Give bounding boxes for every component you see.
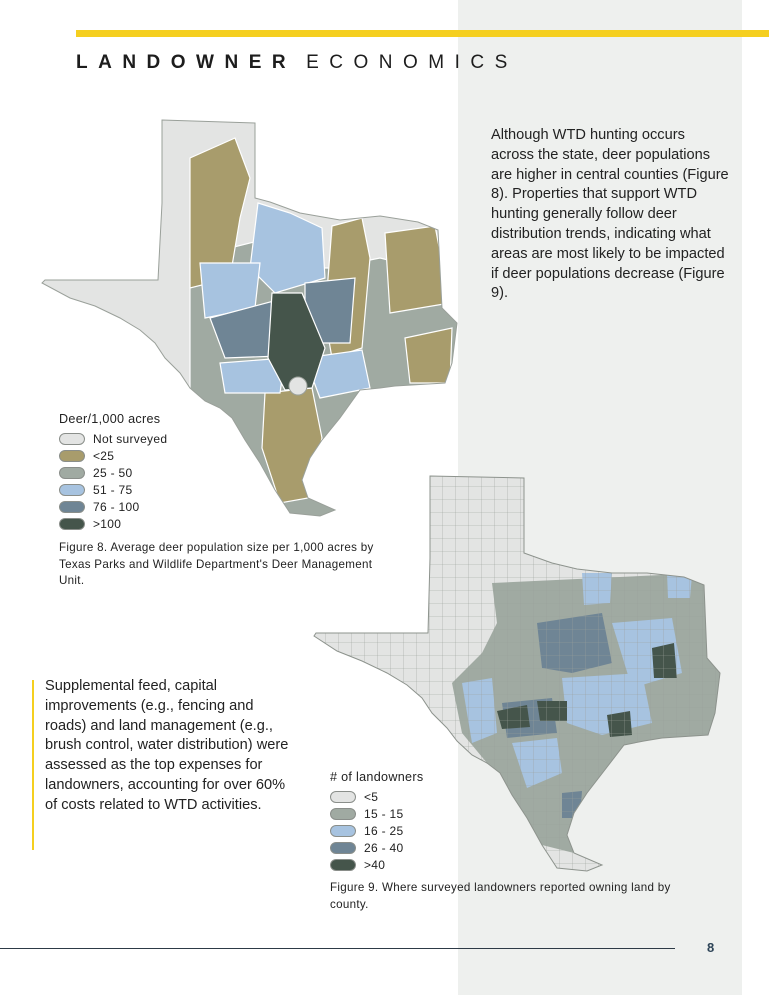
legend-item: 15 - 15 (330, 805, 423, 822)
legend-swatch (59, 466, 85, 479)
legend-label: 51 - 75 (93, 482, 133, 497)
page-title-light: ECONOMICS (306, 52, 518, 73)
legend-item: <25 (59, 447, 167, 464)
legend-item: >100 (59, 515, 167, 532)
figure8-caption: Figure 8. Average deer population size p… (59, 541, 374, 587)
deer-density-map (41, 119, 458, 517)
legend-label: 76 - 100 (93, 499, 140, 514)
legend-label: 25 - 50 (93, 465, 133, 480)
footer-rule (0, 948, 675, 949)
page-title: LANDOWNER ECONOMICS (76, 52, 518, 74)
legend-item: 26 - 40 (330, 839, 423, 856)
figure9-caption: Figure 9. Where surveyed landowners repo… (330, 881, 671, 911)
legend-swatch (59, 432, 85, 445)
page-number: 8 (707, 940, 715, 955)
expenses-paragraph: Supplemental feed, capital improvements … (45, 678, 289, 813)
quote-accent-bar (32, 680, 34, 850)
figure8-legend: Deer/1,000 acres Not surveyed <25 25 - 5… (59, 412, 167, 532)
legend-item: 25 - 50 (59, 464, 167, 481)
figure9-legend: # of landowners <5 15 - 15 16 - 25 26 - … (330, 770, 423, 873)
legend-swatch (330, 858, 356, 871)
legend-label: 15 - 15 (364, 806, 404, 821)
accent-bar (76, 30, 769, 37)
legend-item: 76 - 100 (59, 498, 167, 515)
legend-swatch (330, 841, 356, 854)
figure9-legend-title: # of landowners (330, 770, 424, 784)
legend-label: <5 (364, 789, 379, 804)
legend-label: 26 - 40 (364, 840, 404, 855)
legend-swatch (330, 824, 356, 837)
legend-label: <25 (93, 448, 115, 463)
legend-swatch (59, 517, 85, 530)
legend-swatch (330, 807, 356, 820)
legend-item: 51 - 75 (59, 481, 167, 498)
legend-swatch (59, 483, 85, 496)
legend-item: >40 (330, 856, 423, 873)
legend-swatch (59, 449, 85, 462)
legend-label: >100 (93, 516, 122, 531)
legend-item: <5 (330, 788, 423, 805)
legend-swatch (330, 790, 356, 803)
legend-item: 16 - 25 (330, 822, 423, 839)
landowner-county-map (313, 475, 721, 872)
legend-label: >40 (364, 857, 386, 872)
legend-item: Not surveyed (59, 430, 167, 447)
page-title-bold: LANDOWNER (76, 52, 297, 73)
legend-swatch (59, 500, 85, 513)
legend-label: 16 - 25 (364, 823, 404, 838)
figure8-legend-title: Deer/1,000 acres (59, 412, 161, 426)
legend-label: Not surveyed (93, 431, 168, 446)
intro-paragraph: Although WTD hunting occurs across the s… (491, 127, 729, 302)
